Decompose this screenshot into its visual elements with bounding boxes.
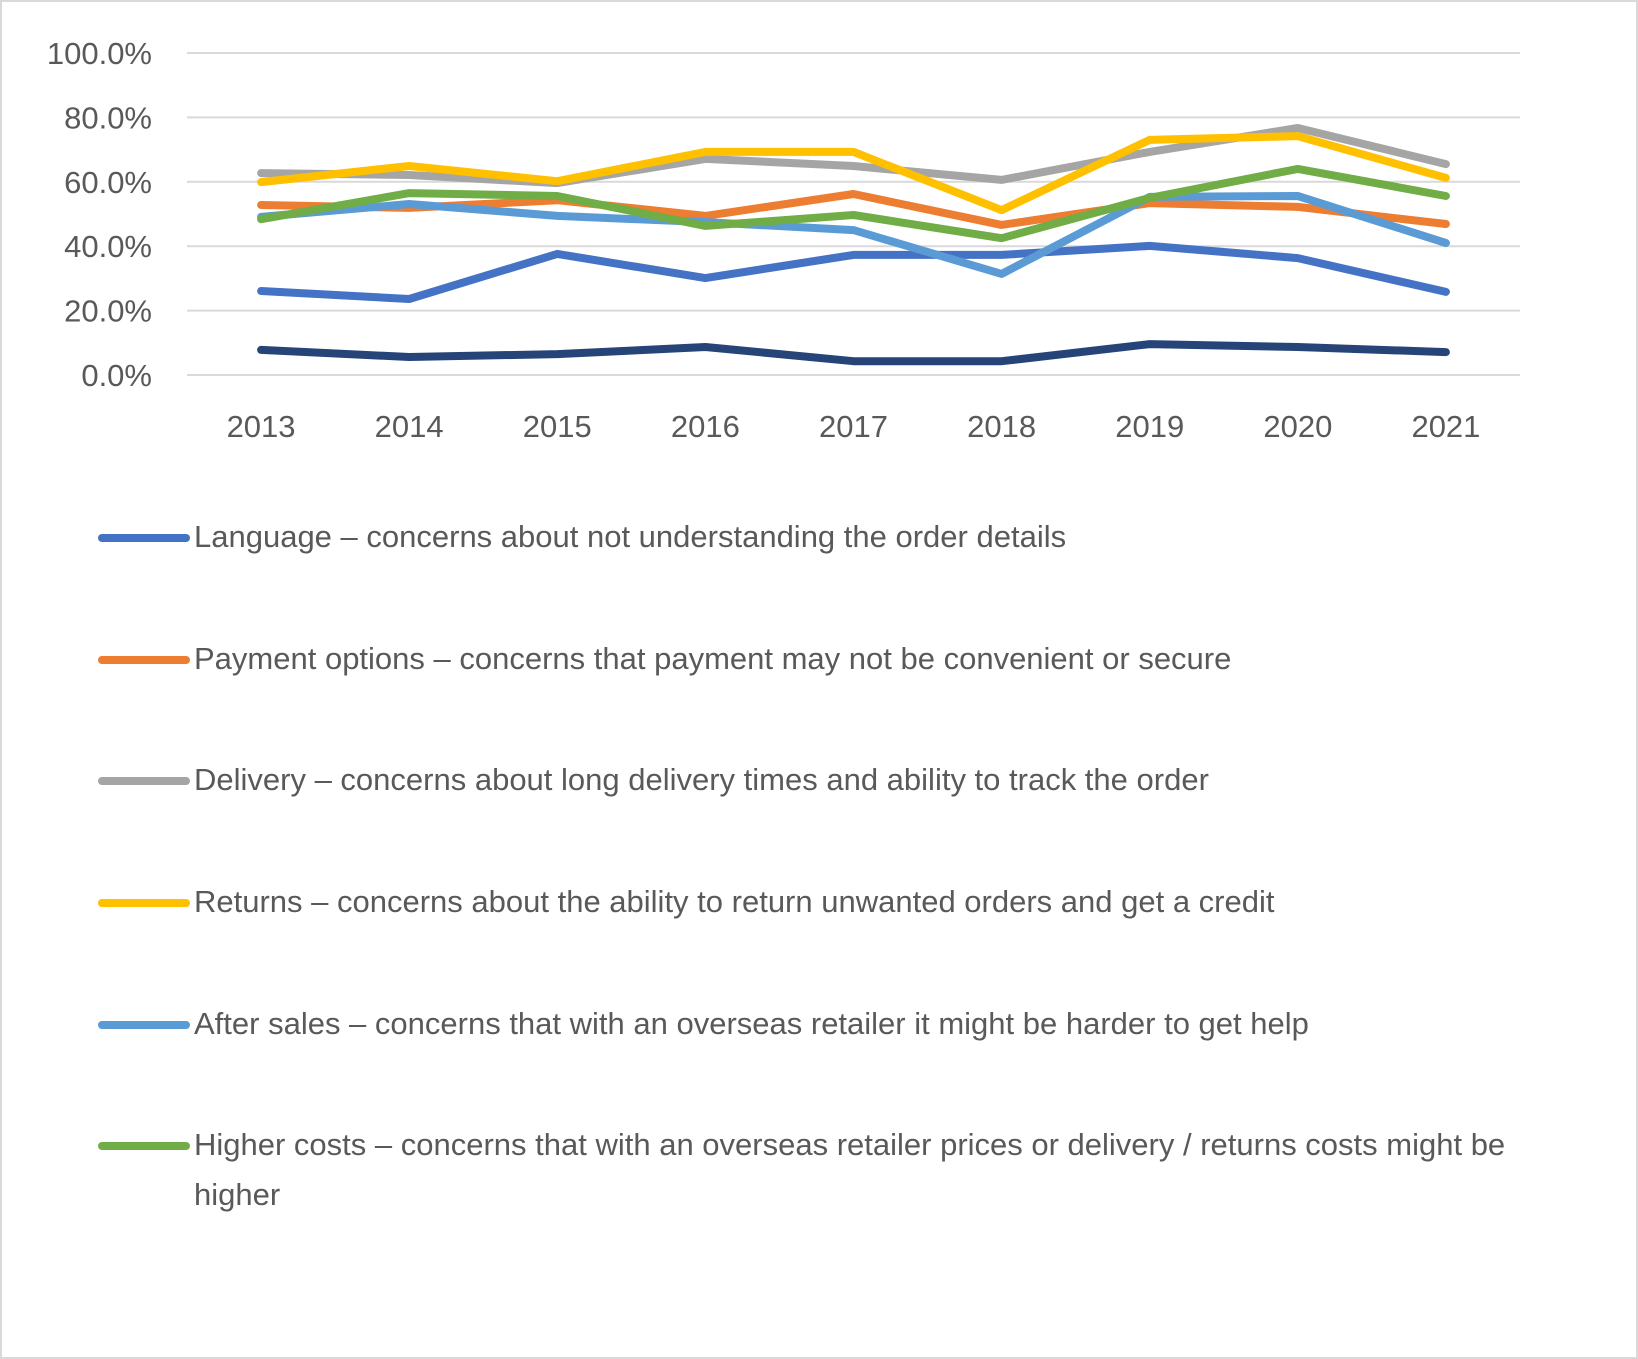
y-tick-label: 40.0% <box>64 229 152 264</box>
x-tick-label: 2019 <box>1115 409 1184 444</box>
y-tick-label: 80.0% <box>64 100 152 135</box>
legend-swatch-icon <box>98 777 190 785</box>
gridlines <box>187 52 1520 376</box>
legend-label: Higher costs – concerns that with an ove… <box>194 1127 1506 1212</box>
series-lines <box>257 124 1450 366</box>
series-line-returns-3 <box>257 132 1450 215</box>
x-tick-label: 2017 <box>819 409 888 444</box>
plot-area: 0.0%20.0%40.0%60.0%80.0%100.0% 2013 2014 2… <box>47 36 1520 444</box>
legend-item-language: Language – concerns about not understand… <box>98 512 1574 562</box>
series-line-unlabeled-6 <box>257 340 1450 366</box>
legend-swatch-icon <box>98 534 190 542</box>
y-tick-label: 0.0% <box>81 358 152 393</box>
legend-item-higher-costs: Higher costs – concerns that with an ove… <box>98 1120 1574 1220</box>
y-tick-label: 60.0% <box>64 165 152 200</box>
legend-swatch-icon <box>98 656 190 664</box>
x-axis-ticks: 2013 2014 2015 2016 2017 2018 2019 2020 2021 <box>227 409 1481 444</box>
x-tick-label: 2013 <box>227 409 296 444</box>
x-tick-label: 2015 <box>523 409 592 444</box>
x-tick-label: 2021 <box>1411 409 1480 444</box>
x-tick-label: 2014 <box>375 409 444 444</box>
y-axis-ticks: 0.0% 20.0% 40.0% 60.0% 80.0% 100.0% <box>47 36 152 393</box>
legend-label: After sales – concerns that with an over… <box>194 1006 1309 1041</box>
legend-label: Language – concerns about not understand… <box>194 519 1067 554</box>
legend-item-after-sales: After sales – concerns that with an over… <box>98 999 1574 1049</box>
legend-label: Payment options – concerns that payment … <box>194 641 1232 676</box>
series-line-higher-5 <box>257 164 1450 243</box>
x-tick-label: 2016 <box>671 409 740 444</box>
x-tick-label: 2020 <box>1263 409 1332 444</box>
x-tick-label: 2018 <box>967 409 1036 444</box>
legend-swatch-icon <box>98 1142 190 1150</box>
y-tick-label: 20.0% <box>64 294 152 329</box>
series-line-language-0 <box>257 241 1450 303</box>
y-tick-label: 100.0% <box>47 36 152 71</box>
legend-label: Delivery – concerns about long delivery … <box>194 762 1209 797</box>
series-line-after-4 <box>257 192 1450 278</box>
legend-item-delivery: Delivery – concerns about long delivery … <box>98 755 1574 805</box>
legend-item-returns: Returns – concerns about the ability to … <box>98 877 1574 927</box>
legend-item-payment-options: Payment options – concerns that payment … <box>98 634 1574 684</box>
legend-swatch-icon <box>98 1021 190 1029</box>
legend-label: Returns – concerns about the ability to … <box>194 884 1275 919</box>
legend-swatch-icon <box>98 899 190 907</box>
